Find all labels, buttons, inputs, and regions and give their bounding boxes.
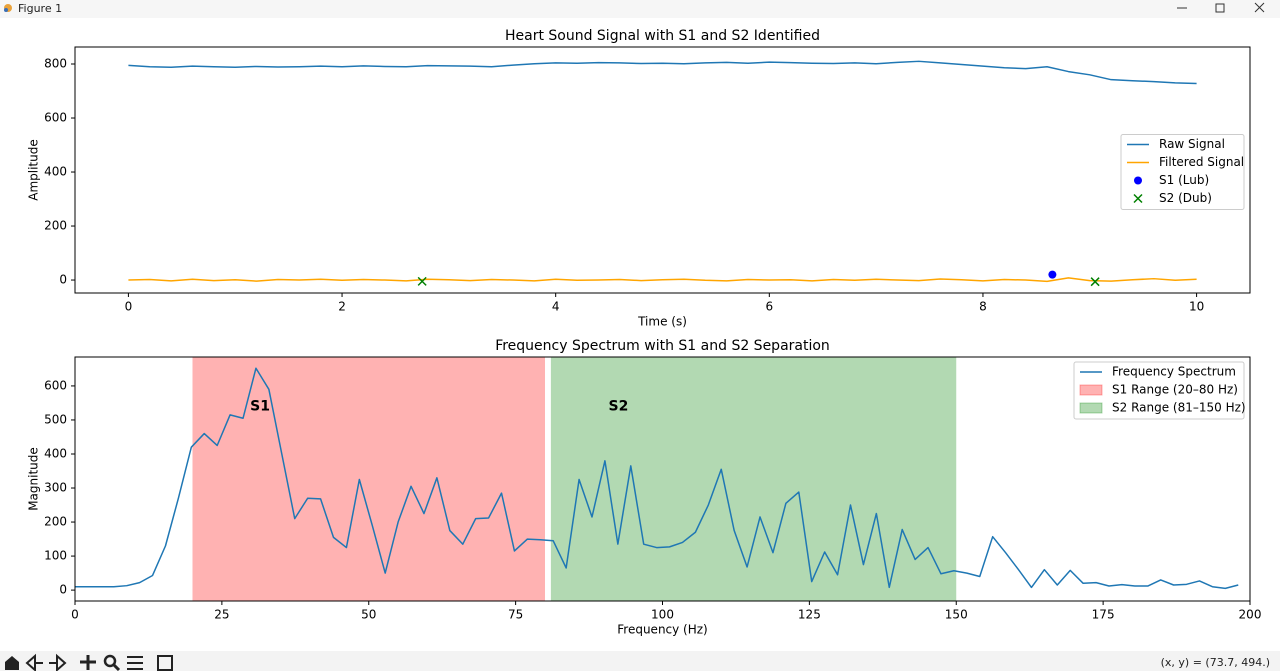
x-tick-label: 200 bbox=[1239, 608, 1262, 622]
x-tick-label: 10 bbox=[1189, 300, 1204, 314]
x-tick-label: 0 bbox=[125, 300, 133, 314]
legend-label: Filtered Signal bbox=[1159, 155, 1244, 169]
x-axis-label: Frequency (Hz) bbox=[617, 623, 708, 637]
configure-button[interactable] bbox=[127, 656, 143, 670]
y-tick-label: 600 bbox=[44, 378, 67, 392]
legend-box bbox=[1073, 361, 1245, 420]
x-tick-label: 0 bbox=[71, 608, 79, 622]
y-tick-label: 400 bbox=[44, 446, 67, 460]
maximize-button[interactable] bbox=[1215, 3, 1225, 13]
y-tick-label: 0 bbox=[59, 273, 67, 287]
back-button[interactable] bbox=[25, 653, 43, 671]
zoom-button[interactable] bbox=[103, 654, 121, 671]
legend-label: Raw Signal bbox=[1159, 137, 1225, 151]
y-tick-label: 500 bbox=[44, 412, 67, 426]
legend-label: S2 Range (81–150 Hz) bbox=[1112, 401, 1246, 415]
legend-box bbox=[1120, 134, 1245, 210]
span bbox=[550, 357, 957, 601]
home-button[interactable] bbox=[5, 656, 19, 670]
legend-label: Frequency Spectrum bbox=[1112, 365, 1236, 379]
chart-title: Heart Sound Signal with S1 and S2 Identi… bbox=[505, 28, 820, 44]
pan-button[interactable] bbox=[80, 655, 96, 670]
annotation: S1 bbox=[250, 398, 270, 414]
x-tick-label: 25 bbox=[214, 608, 229, 622]
legend-label: S1 Range (20–80 Hz) bbox=[1112, 383, 1238, 397]
y-tick-label: 600 bbox=[44, 111, 67, 125]
x-axis-label: Time (s) bbox=[637, 315, 687, 329]
y-tick-label: 100 bbox=[44, 549, 67, 563]
x-tick-label: 175 bbox=[1092, 608, 1115, 622]
legend-key bbox=[1134, 176, 1142, 185]
chart-title: Frequency Spectrum with S1 and S2 Separa… bbox=[495, 338, 830, 354]
x-tick-label: 50 bbox=[361, 608, 376, 622]
legend: Raw Signal Filtered Signal S1 (Lub) S2 (Dub… bbox=[1120, 134, 1245, 210]
legend-key bbox=[1079, 402, 1103, 414]
legend: Frequency Spectrum S1 Range (20–80 Hz) S2 … bbox=[1073, 361, 1246, 420]
annotation: S2 bbox=[609, 398, 629, 414]
y-tick-label: 400 bbox=[44, 165, 67, 179]
marker-x bbox=[1090, 277, 1100, 287]
y-tick-label: 200 bbox=[44, 515, 67, 529]
toolbar bbox=[0, 651, 1280, 671]
y-axis-label: Magnitude bbox=[27, 447, 41, 511]
app-icon bbox=[4, 4, 12, 12]
marker-dot bbox=[1048, 270, 1057, 279]
x-tick-label: 8 bbox=[979, 300, 987, 314]
close-button[interactable] bbox=[1254, 2, 1265, 13]
legend-key bbox=[1133, 193, 1143, 204]
forward-button[interactable] bbox=[49, 653, 67, 671]
line-series bbox=[128, 277, 1197, 283]
y-axis-label: Amplitude bbox=[27, 139, 41, 201]
window-title: Figure 1 bbox=[18, 2, 62, 15]
line-series bbox=[128, 60, 1197, 85]
y-tick-label: 0 bbox=[59, 583, 67, 597]
line-series bbox=[75, 367, 1239, 590]
x-tick-label: 100 bbox=[651, 608, 674, 622]
save-button[interactable] bbox=[157, 655, 173, 671]
x-tick-label: 125 bbox=[798, 608, 821, 622]
y-tick-label: 200 bbox=[44, 219, 67, 233]
legend-label: S1 (Lub) bbox=[1159, 173, 1209, 187]
span bbox=[192, 357, 545, 601]
legend-label: S2 (Dub) bbox=[1159, 191, 1212, 205]
plot-area bbox=[75, 357, 1239, 601]
x-tick-label: 6 bbox=[765, 300, 773, 314]
x-tick-label: 75 bbox=[508, 608, 523, 622]
legend-key bbox=[1079, 384, 1103, 396]
x-tick-label: 150 bbox=[945, 608, 968, 622]
y-tick-label: 800 bbox=[44, 57, 67, 71]
status-text: (x, y) = (73.7, 494.) bbox=[1161, 656, 1270, 669]
plot-area bbox=[128, 60, 1197, 287]
marker-x bbox=[417, 276, 427, 286]
title-bar bbox=[0, 0, 1280, 18]
axes-frame bbox=[74, 46, 1251, 294]
x-tick-label: 2 bbox=[338, 300, 346, 314]
y-tick-label: 300 bbox=[44, 481, 67, 495]
x-tick-label: 4 bbox=[552, 300, 560, 314]
